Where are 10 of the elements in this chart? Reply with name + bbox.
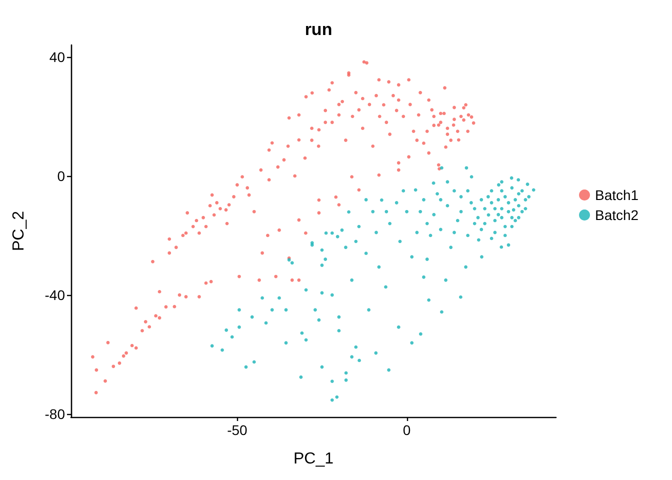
legend-label: Batch1 xyxy=(595,187,639,203)
y-tick-label: 40 xyxy=(49,48,66,65)
x-axis-title: PC_1 xyxy=(293,450,334,468)
chart-title: run xyxy=(304,20,332,39)
y-axis-title: PC_2 xyxy=(10,210,28,252)
x-tick-label: -50 xyxy=(227,422,248,438)
legend-label: Batch2 xyxy=(595,207,639,223)
y-tick-label: -80 xyxy=(44,406,66,422)
y-tick-label: -40 xyxy=(44,286,66,303)
y-tick-label: 0 xyxy=(57,168,66,184)
